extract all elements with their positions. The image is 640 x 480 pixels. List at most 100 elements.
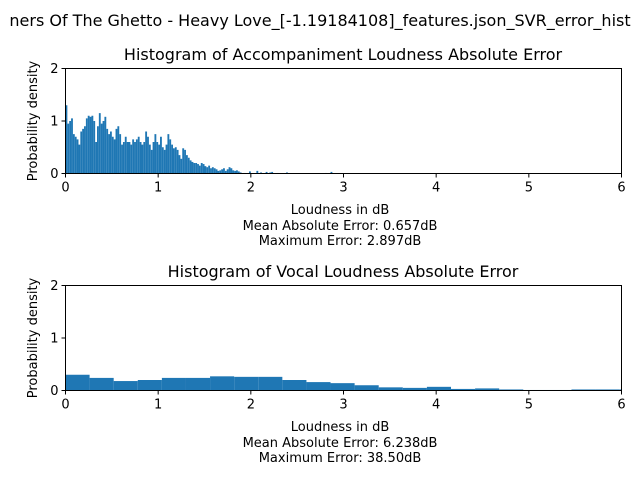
- histogram-bar: [154, 134, 157, 174]
- x-tick-label: 5: [525, 181, 533, 196]
- y-tick-label: 2: [50, 62, 58, 77]
- x-tick-label: 6: [617, 398, 625, 413]
- histogram-bar: [67, 123, 70, 174]
- histogram-bar: [174, 147, 177, 174]
- histogram-bar: [126, 142, 129, 174]
- y-tick-label: 1: [50, 332, 58, 347]
- histogram-bar: [72, 134, 75, 174]
- histogram-bar: [191, 161, 194, 174]
- histogram-bar: [156, 142, 159, 174]
- histogram-bar: [89, 377, 114, 391]
- histogram-bar: [113, 381, 138, 391]
- histogram-bar: [82, 128, 85, 174]
- histogram-bar: [215, 169, 218, 174]
- histogram-bar: [195, 163, 198, 174]
- histogram-bar: [265, 171, 268, 174]
- histogram-bar: [232, 170, 235, 174]
- histogram-bar: [217, 170, 220, 174]
- histogram-bar: [221, 169, 224, 174]
- histogram-bar: [234, 170, 237, 174]
- histogram-bar: [224, 170, 227, 174]
- histogram-bar: [100, 123, 103, 174]
- histogram-bar: [219, 170, 222, 174]
- max-error-label: Maximum Error: 2.897dB: [259, 234, 422, 249]
- histogram-bar: [89, 116, 92, 174]
- histogram-bar: [286, 172, 288, 174]
- histogram-bar: [152, 142, 155, 174]
- histogram-bar: [137, 380, 162, 391]
- histogram-bar: [108, 134, 110, 174]
- x-tick-label: 3: [339, 181, 347, 196]
- histogram-bar: [200, 163, 203, 174]
- histogram-bar: [197, 164, 199, 174]
- histogram-bar: [78, 144, 81, 174]
- histogram-bar: [211, 167, 214, 174]
- x-ticks: 0 1 2 3 4 5 6: [61, 390, 626, 413]
- histogram-bar: [132, 139, 135, 174]
- max-error-label: Maximum Error: 38.50dB: [259, 451, 422, 466]
- histogram-bar: [306, 382, 331, 391]
- histogram-bar: [128, 142, 131, 174]
- histogram-bar: [104, 116, 107, 174]
- x-axis-label: Loudness in dB: [291, 420, 390, 435]
- histogram-bar: [97, 126, 99, 174]
- histogram-bar: [122, 142, 125, 174]
- subplot-vocal: Histogram of Vocal Loudness Absolute Err…: [26, 262, 626, 466]
- histogram-bar: [115, 128, 118, 174]
- histogram-bar: [171, 144, 173, 174]
- histogram-bar: [378, 387, 403, 391]
- y-tick-label: 1: [50, 115, 58, 130]
- histogram-bar: [130, 144, 133, 174]
- histogram-bar: [230, 170, 233, 174]
- histogram-bar: [187, 157, 190, 174]
- histogram-bar: [71, 118, 73, 174]
- histogram-bar: [106, 128, 109, 174]
- histogram-bar: [84, 126, 86, 174]
- histogram-bar: [499, 389, 524, 391]
- histogram-bar: [135, 139, 138, 174]
- histogram-bar: [76, 139, 79, 174]
- histogram-bar: [185, 377, 211, 391]
- histogram-bar: [402, 387, 427, 391]
- histogram-bar: [134, 142, 136, 174]
- histogram-bars: [65, 105, 333, 174]
- histogram-bar: [595, 389, 620, 391]
- histogram-bar: [258, 376, 283, 391]
- x-axis-label: Loudness in dB: [291, 203, 390, 218]
- histogram-bar: [158, 144, 161, 174]
- histogram-bar: [269, 172, 272, 174]
- histogram-bars: [65, 374, 622, 391]
- histogram-bar: [571, 389, 596, 391]
- histogram-bar: [354, 385, 379, 391]
- histogram-bar: [102, 121, 105, 174]
- histogram-bar: [223, 168, 225, 174]
- histogram-bar: [234, 376, 259, 391]
- x-tick-label: 1: [154, 398, 162, 413]
- histogram-bar: [148, 144, 151, 174]
- histogram-bar: [178, 155, 181, 174]
- histogram-bar: [169, 139, 172, 174]
- histogram-bar: [74, 136, 77, 174]
- y-tick-label: 2: [50, 279, 58, 294]
- y-ticks: 0 1 2: [50, 279, 66, 399]
- y-ticks: 0 1 2: [50, 62, 66, 182]
- histogram-bar: [450, 388, 476, 391]
- histogram-bar: [330, 171, 333, 174]
- histogram-bar: [619, 389, 622, 391]
- histogram-bar: [256, 170, 259, 174]
- histogram-bar: [69, 121, 72, 174]
- histogram-bar: [189, 160, 192, 174]
- histogram-bar: [239, 172, 242, 174]
- x-tick-label: 4: [432, 181, 440, 196]
- histogram-bar: [113, 139, 116, 174]
- x-tick-label: 3: [339, 398, 347, 413]
- y-tick-label: 0: [50, 384, 58, 399]
- x-tick-label: 2: [247, 181, 255, 196]
- histogram-bar: [147, 136, 149, 174]
- histogram-bar: [141, 144, 144, 174]
- histogram-bar: [119, 134, 122, 174]
- histogram-bar: [184, 149, 186, 174]
- histogram-bar: [161, 147, 164, 174]
- x-tick-label: 2: [247, 398, 255, 413]
